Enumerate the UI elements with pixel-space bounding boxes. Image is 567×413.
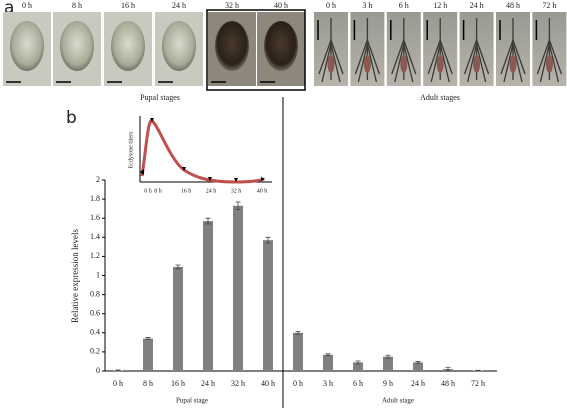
photo-label: 40 h: [274, 1, 288, 10]
x-tick-label: 8 h: [143, 379, 153, 388]
inset: Ecdysone titers: [128, 116, 272, 182]
bar: [383, 357, 393, 371]
y-tick-label: 0: [96, 366, 100, 375]
x-tick-label: 24 h: [411, 379, 425, 388]
inset-y-label: Ecdysone titers: [128, 131, 134, 168]
inset-tick-label: 16 h: [181, 188, 192, 194]
caption: Adult stages: [420, 93, 460, 102]
pupa: [162, 21, 196, 71]
y-tick-label: 1.2: [90, 251, 100, 260]
photo-label: 12 h: [433, 1, 447, 10]
titer-curve: [142, 121, 264, 182]
photo-label: 24 h: [172, 1, 186, 10]
photo-label: 48 h: [506, 1, 520, 10]
error-bar: [476, 370, 481, 371]
abdomen: [546, 55, 553, 73]
x-tick-label: 72 h: [471, 379, 485, 388]
x-tick-label: 0 h: [113, 379, 123, 388]
photo-label: 8 h: [72, 1, 82, 10]
inset-tick-label: 24 h: [206, 188, 217, 194]
photos: 0 h 8 h 16 h 24 h 32 h 40 h 0 h 3 h 6 h 12 h 24 h 4…: [3, 1, 566, 86]
abdomen: [400, 55, 407, 73]
abdomen: [364, 55, 371, 73]
pupa: [60, 21, 94, 71]
y-tick-label: 1: [96, 270, 100, 279]
caption: Pupal stages: [140, 93, 180, 102]
y-tick-label: 1.4: [90, 232, 100, 241]
bar: [233, 206, 243, 371]
pupa: [111, 21, 145, 71]
photo-label: 16 h: [121, 1, 135, 10]
abdomen: [328, 55, 335, 73]
x-tick-label: 9 h: [383, 379, 393, 388]
photo-label: 24 h: [470, 1, 484, 10]
bar: [173, 267, 183, 371]
y-axis-label: Relative expression levels: [70, 229, 80, 323]
photo-label: 3 h: [362, 1, 372, 10]
pupa: [215, 21, 249, 71]
x-tick-label: 0 h: [293, 379, 303, 388]
y-tick-label: 0.4: [90, 328, 100, 337]
bar: [263, 240, 273, 371]
bar: [323, 355, 333, 371]
y-tick-label: 2: [96, 175, 100, 184]
photo-label: 72 h: [542, 1, 556, 10]
y-tick-label: 0.6: [90, 309, 100, 318]
pupa: [10, 21, 44, 71]
photo-label: 0 h: [326, 1, 336, 10]
panel-label: b: [66, 108, 77, 128]
photo-label: 6 h: [399, 1, 409, 10]
photo-label: 0 h: [22, 1, 32, 10]
x-tick-label: 3 h: [323, 379, 333, 388]
abdomen: [510, 55, 517, 73]
inset-tick-label: 32 h: [231, 188, 242, 194]
x-tick-label: 6 h: [353, 379, 363, 388]
pupa: [264, 21, 298, 71]
y-tick-label: 0.2: [90, 347, 100, 356]
inset-tick-label: 40 h: [257, 188, 268, 194]
bar: [293, 333, 303, 371]
x-tick-label: 32 h: [231, 379, 245, 388]
bar: [143, 339, 153, 371]
group-label: Pupal stage: [176, 397, 208, 405]
y-tick-label: 1.6: [90, 213, 100, 222]
inset-tick-label: 0 h: [144, 188, 152, 194]
abdomen: [473, 55, 480, 73]
abdomen: [437, 55, 444, 73]
x-tick-label: 16 h: [171, 379, 185, 388]
markers: [140, 118, 265, 182]
group-label: Adult stage: [382, 397, 414, 405]
inset-tick-label: 8 h: [154, 188, 162, 194]
photo-label: 32 h: [225, 1, 239, 10]
y-tick-label: 0.8: [90, 289, 100, 298]
y-tick-label: 1.8: [90, 194, 100, 203]
x-tick-label: 24 h: [201, 379, 215, 388]
x-tick-label: 48 h: [441, 379, 455, 388]
bar: [203, 221, 213, 371]
x-tick-label: 40 h: [261, 379, 275, 388]
